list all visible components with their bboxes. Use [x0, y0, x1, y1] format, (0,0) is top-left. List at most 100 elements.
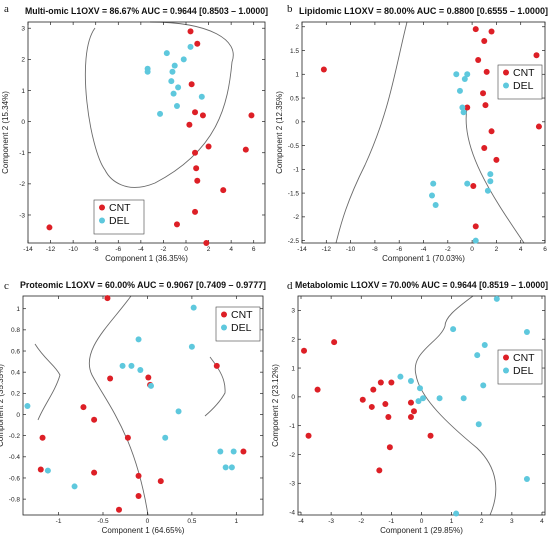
data-point-cnt [535, 123, 542, 130]
data-point-del [475, 421, 482, 428]
data-point-cnt [470, 182, 477, 189]
y-tick-label: -4 [289, 509, 295, 516]
y-tick-label: 0.8 [11, 327, 20, 334]
data-point-del [416, 385, 423, 392]
data-point-del [481, 341, 488, 348]
data-point-cnt [301, 347, 308, 354]
data-point-cnt [199, 112, 206, 119]
x-tick-label: -2 [358, 518, 364, 525]
data-point-cnt [331, 339, 338, 346]
x-tick-label: 6 [252, 246, 256, 253]
plot-area-frame [297, 295, 546, 516]
legend-marker-del [99, 217, 105, 224]
data-point-cnt [188, 81, 195, 88]
data-point-del [432, 201, 439, 208]
y-tick-label: -0.5 [288, 143, 300, 150]
data-point-del [217, 448, 224, 455]
decision-boundary [85, 21, 234, 188]
data-point-cnt [475, 57, 482, 64]
data-point-cnt [359, 396, 366, 403]
data-point-cnt [483, 68, 490, 75]
data-point-cnt [493, 156, 500, 163]
x-tick-label: 2 [207, 246, 211, 253]
data-point-del [119, 362, 126, 369]
data-point-del [523, 475, 530, 482]
y-tick-label: 3 [21, 26, 25, 33]
data-point-cnt [91, 469, 98, 476]
x-tick-label: 0.5 [187, 518, 196, 525]
data-point-del [460, 109, 467, 116]
data-point-del [456, 87, 463, 94]
data-point-cnt [39, 434, 46, 441]
data-point-del [480, 382, 487, 389]
y-tick-label: 0.6 [11, 348, 20, 355]
legend-marker-cnt [221, 311, 227, 318]
y-tick-label: -2 [293, 214, 299, 221]
data-point-del [162, 434, 169, 441]
y-tick-label: 0 [295, 119, 299, 126]
data-point-cnt [314, 386, 321, 393]
y-tick-label: -0.8 [9, 496, 21, 503]
x-tick-label: 4 [519, 246, 523, 253]
data-point-del [175, 84, 182, 91]
x-tick-label: 1 [235, 518, 239, 525]
x-tick-label: -8 [372, 246, 378, 253]
legend-label-del: DEL [231, 322, 252, 334]
data-point-cnt [37, 466, 44, 473]
data-point-cnt [482, 102, 489, 109]
data-point-cnt [213, 362, 220, 369]
data-point-del [187, 43, 194, 50]
series-del [144, 43, 205, 117]
data-point-cnt [80, 404, 87, 411]
data-point-cnt [464, 104, 471, 111]
legend-marker-del [221, 324, 227, 331]
data-point-cnt [376, 467, 383, 474]
x-axis-ticks: -4 -3 -2 -1 0 1 2 3 4 [298, 296, 544, 525]
data-point-del [71, 483, 78, 490]
data-point-cnt [187, 28, 194, 35]
data-point-del [453, 71, 460, 78]
data-point-cnt [533, 52, 540, 59]
y-tick-label: 0.5 [290, 95, 299, 102]
y-tick-label: 2 [291, 337, 295, 344]
data-point-del [429, 192, 436, 199]
x-tick-label: 4 [540, 518, 544, 525]
data-point-cnt [135, 492, 142, 499]
chart-title: Lipidomic L1OXV = 80.00% AUC = 0.8800 [0… [299, 6, 548, 17]
data-point-del [460, 395, 467, 402]
x-tick-label: -4 [298, 518, 304, 525]
data-point-del [198, 93, 205, 100]
data-point-del [173, 103, 180, 110]
y-tick-label: 1 [295, 72, 299, 79]
data-point-del [157, 110, 164, 117]
y-tick-label: -3 [289, 481, 295, 488]
data-point-cnt [472, 223, 479, 230]
x-tick-label: 0 [146, 518, 150, 525]
y-tick-label: 2 [295, 24, 299, 31]
y-tick-label: 1 [291, 365, 295, 372]
panel-d: d Metabolomic L1OXV = 70.00% AUC = 0.9644… [271, 280, 548, 535]
data-point-del [459, 104, 466, 111]
x-tick-label: 1 [450, 518, 454, 525]
y-axis-ticks: -2.5 -2 -1.5 -1 -0.5 0 0.5 1 1.5 2 [288, 24, 545, 245]
x-tick-label: -3 [328, 518, 334, 525]
panel-label: d [287, 280, 293, 292]
data-point-cnt [407, 399, 414, 406]
boundary-curve-2 [34, 343, 61, 421]
data-point-del [464, 71, 471, 78]
x-axis-label: Component 1 (64.65%) [102, 526, 185, 535]
series-del [397, 295, 530, 517]
data-point-cnt [410, 408, 417, 415]
data-point-cnt [193, 165, 200, 172]
data-point-del [461, 76, 468, 83]
data-point-del [168, 78, 175, 85]
data-point-del [190, 304, 197, 311]
data-point-del [222, 464, 229, 471]
data-point-cnt [192, 149, 199, 156]
data-point-del [128, 362, 135, 369]
y-tick-label: -0.4 [9, 454, 21, 461]
y-tick-label: -3 [19, 212, 25, 219]
x-tick-label: 0 [184, 246, 188, 253]
